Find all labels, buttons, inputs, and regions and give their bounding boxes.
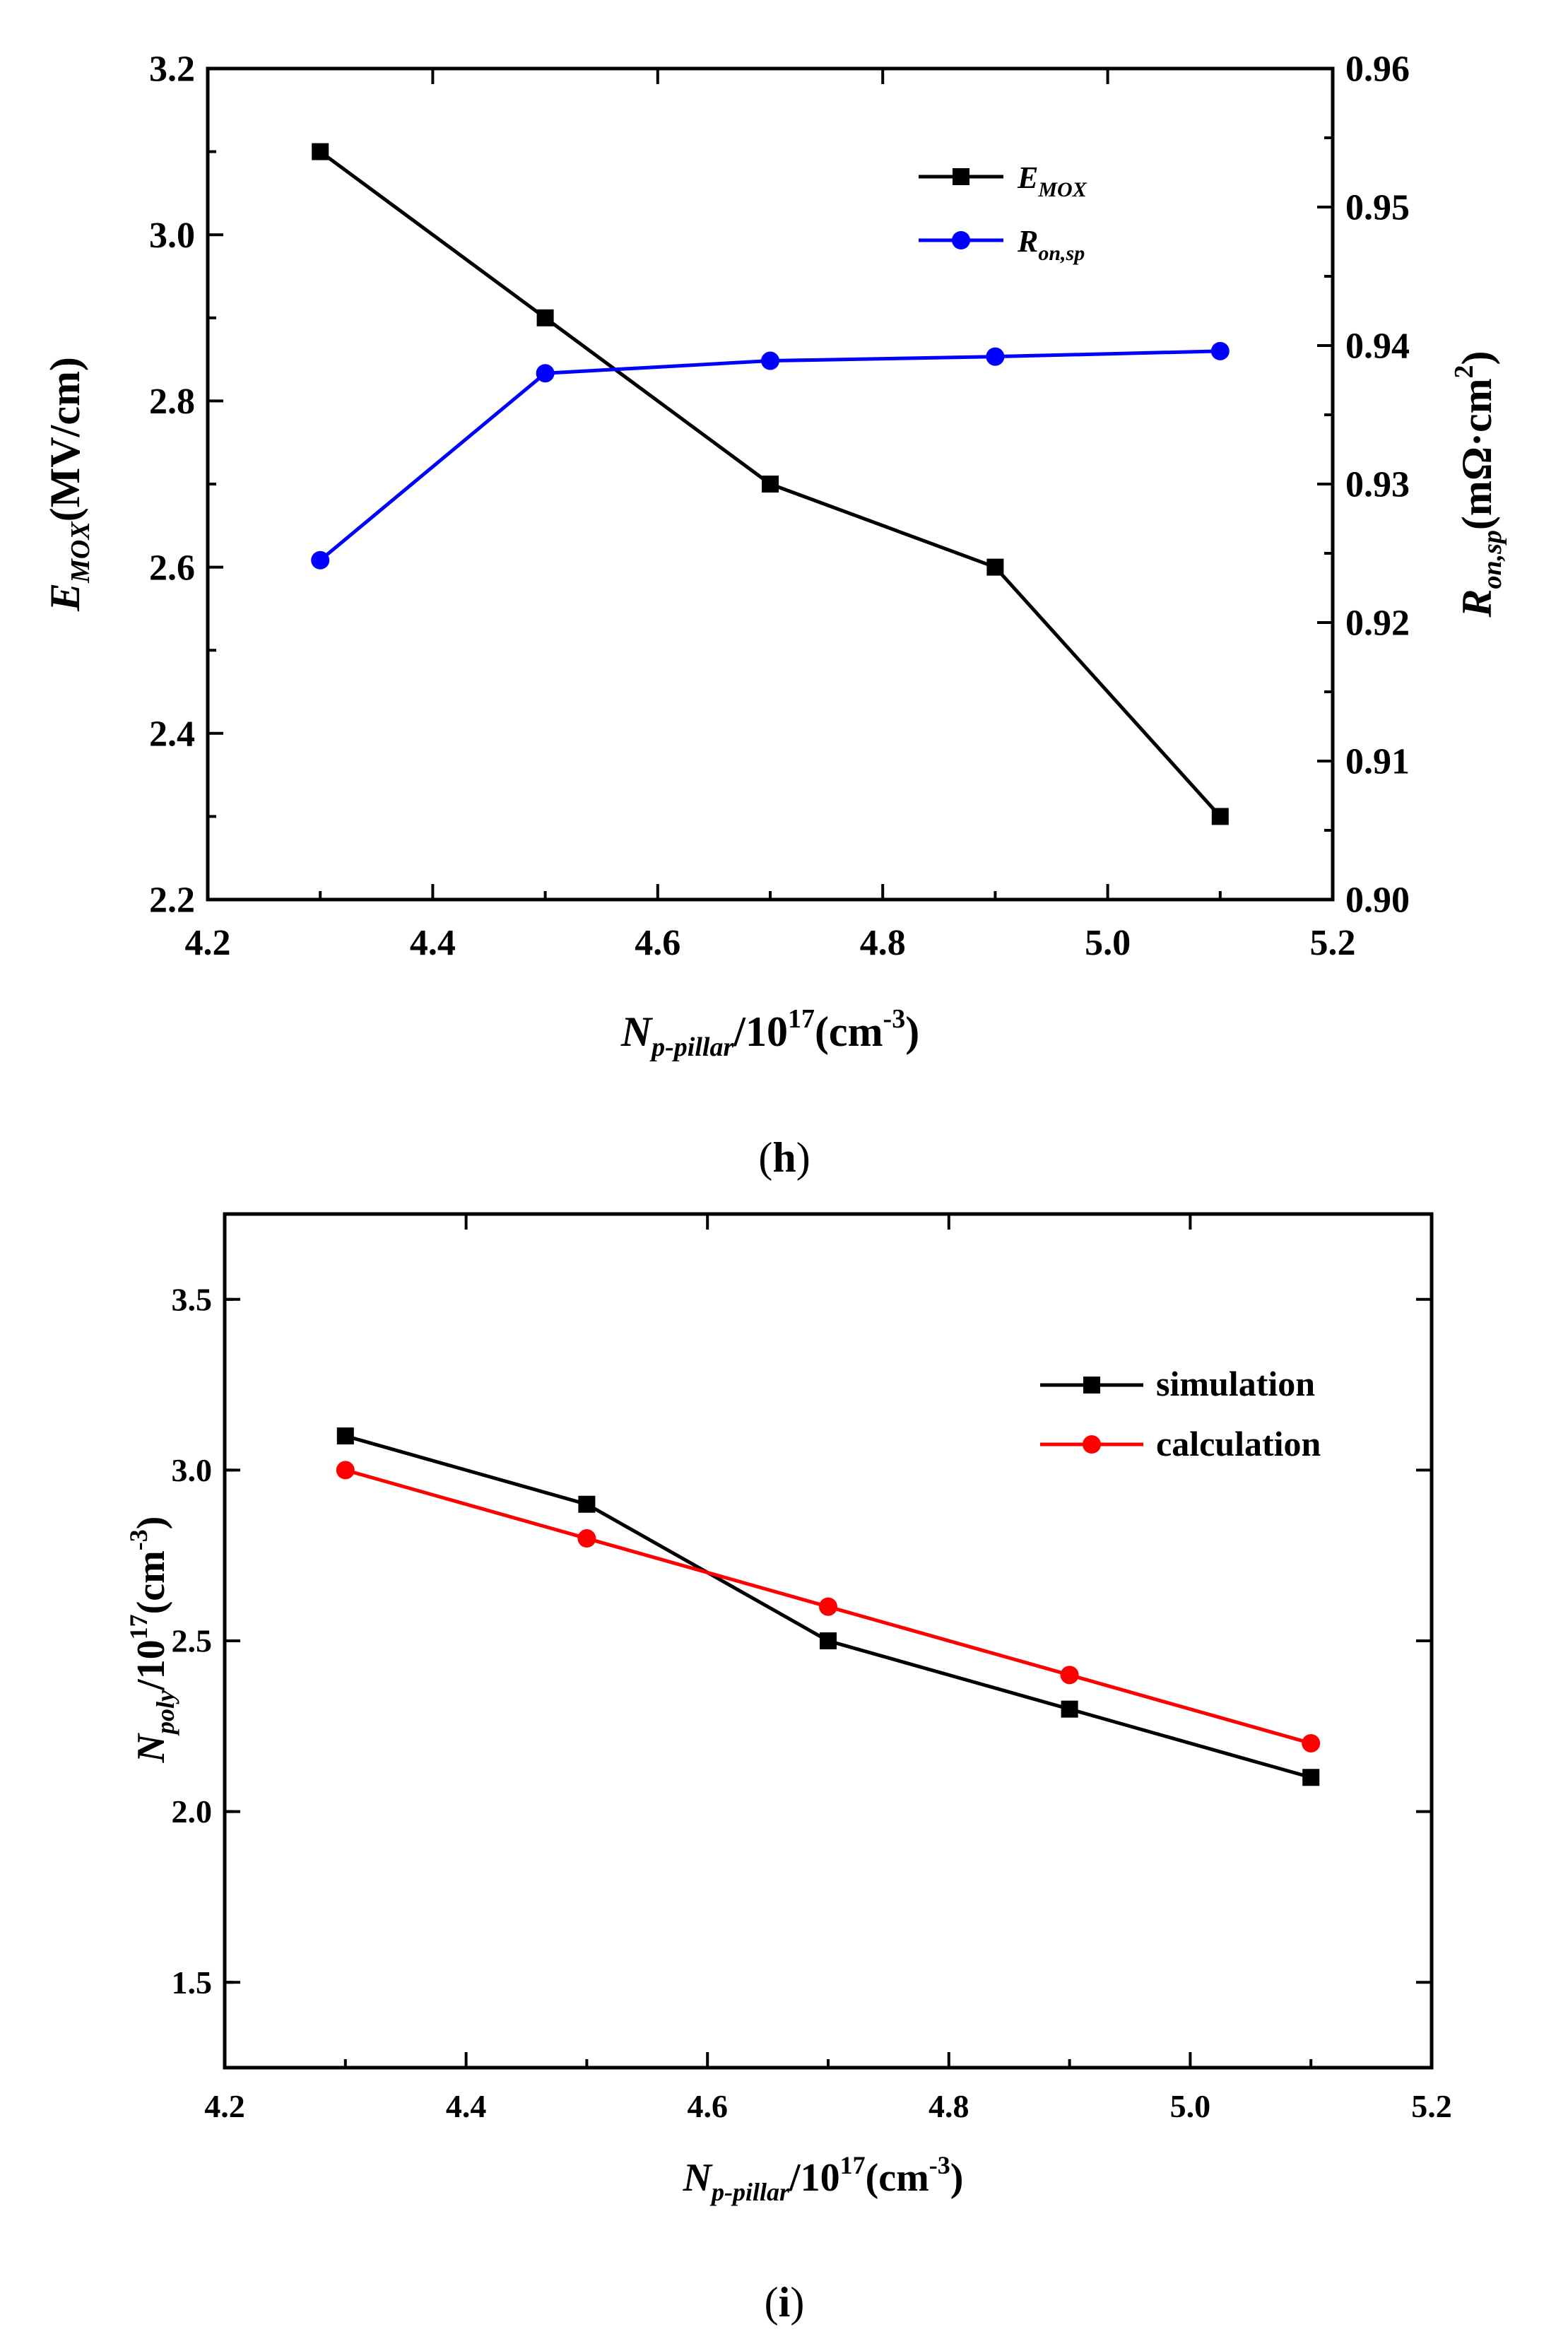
h-point-square [536, 309, 554, 326]
h-x-tick-label: 4.8 [860, 923, 906, 963]
h-x-tick-label: 5.0 [1085, 923, 1131, 963]
chart-h-y2-axis-label: Ron,sp(mΩ·cm2) [1449, 350, 1507, 618]
i-y-tick-label: 1.5 [172, 1964, 213, 2001]
h-y2-tick-label: 0.94 [1345, 326, 1410, 367]
h-point-circle [536, 364, 555, 383]
i-point-circle [1302, 1733, 1321, 1752]
i-point-square [578, 1495, 596, 1513]
chart-i-legend-label-calculation: calculation [1156, 1424, 1321, 1463]
chart-h-legend-label-emox: EMOX [1017, 160, 1087, 201]
h-y-tick-label: 2.2 [149, 880, 195, 921]
i-x-tick-label: 4.4 [446, 2088, 487, 2124]
i-point-circle [336, 1461, 355, 1480]
i-y-tick-label: 2.5 [172, 1623, 213, 1659]
h-x-tick-label: 5.2 [1310, 923, 1356, 963]
h-point-square [762, 476, 779, 493]
h-point-square [986, 558, 1004, 576]
i-y-tick-label: 3.0 [172, 1452, 213, 1488]
i-point-circle [577, 1529, 596, 1548]
h-y2-tick-label: 0.91 [1345, 742, 1410, 782]
h-series-line-1 [319, 349, 1220, 562]
h-point-square [1211, 808, 1229, 825]
chart-h-y-axis-label: EMOX(MV/cm) [42, 357, 95, 612]
chart-h-legend: EMOX Ron,sp [919, 160, 1087, 265]
h-point-circle [761, 351, 779, 370]
i-point-square [336, 1427, 354, 1445]
chart-i-y-axis-label: Npoly/1017(cm-3) [124, 1516, 179, 1764]
i-y-tick-label: 3.5 [172, 1281, 213, 1317]
h-y-tick-label: 2.4 [149, 714, 195, 754]
i-x-tick-label: 4.8 [929, 2088, 969, 2124]
i-point-square [1061, 1700, 1078, 1718]
h-y-tick-label: 2.6 [149, 548, 195, 588]
chart-h: 4.2 4.4 4.6 4.8 5.0 5.2 2.2 2.4 2.6 2.8 3.0 3.2 0.90… [42, 49, 1507, 1181]
chart-h-series-emox [312, 143, 1229, 825]
chart-i-legend: simulation calculation [1040, 1364, 1321, 1463]
chart-h-ticks [206, 67, 1334, 901]
h-y2-tick-label: 0.92 [1345, 603, 1410, 644]
i-y-tick-label: 2.0 [172, 1793, 213, 1830]
chart-h-x-axis-label: Np-pillar/1017(cm-3) [620, 1004, 919, 1062]
chart-i-legend-marker-calculation [1083, 1435, 1101, 1454]
i-point-circle [1060, 1666, 1079, 1685]
chart-h-series-ronsp [311, 341, 1230, 570]
h-x-tick-label: 4.4 [410, 923, 456, 963]
i-point-square [820, 1632, 837, 1649]
h-y2-tick-label: 0.93 [1345, 465, 1410, 505]
chart-i-panel-label: (i) [765, 2279, 805, 2326]
chart-h-panel-label: (h) [758, 1134, 810, 1181]
h-y-tick-label: 3.2 [149, 49, 195, 90]
h-point-square [312, 143, 329, 160]
h-point-circle [986, 347, 1005, 366]
i-x-tick-label: 4.6 [687, 2088, 728, 2124]
chart-i: 4.2 4.4 4.6 4.8 5.0 5.2 1.5 2.0 2.5 3.0 3.5 simula… [124, 1212, 1452, 2326]
chart-h-tick-labels: 4.2 4.4 4.6 4.8 5.0 5.2 2.2 2.4 2.6 2.8 3.0 3.2 0.90… [149, 49, 1410, 963]
h-point-circle [1210, 341, 1230, 360]
h-x-tick-label: 4.2 [185, 923, 231, 963]
chart-h-legend-marker-ronsp [952, 231, 970, 249]
i-point-square [1302, 1769, 1320, 1786]
h-point-circle [311, 550, 330, 570]
chart-h-legend-label-ronsp: Ron,sp [1017, 224, 1085, 265]
chart-h-legend-marker-emox [953, 168, 969, 185]
h-y2-tick-label: 0.90 [1345, 880, 1410, 921]
i-x-tick-label: 4.2 [204, 2088, 245, 2124]
chart-i-legend-marker-simulation [1083, 1377, 1100, 1394]
i-x-tick-label: 5.2 [1411, 2088, 1452, 2124]
chart-i-series-simulation [336, 1427, 1320, 1786]
h-y2-tick-label: 0.96 [1345, 49, 1410, 90]
chart-i-legend-label-simulation: simulation [1156, 1364, 1315, 1403]
i-point-circle [819, 1597, 837, 1616]
h-y-tick-label: 2.8 [149, 382, 195, 422]
i-x-tick-label: 5.0 [1170, 2088, 1211, 2124]
chart-i-x-axis-label: Np-pillar/1017(cm-3) [683, 2151, 964, 2206]
chart-i-tick-labels: 4.2 4.4 4.6 4.8 5.0 5.2 1.5 2.0 2.5 3.0 3.5 [172, 1281, 1452, 2124]
h-x-tick-label: 4.6 [635, 923, 680, 963]
h-y2-tick-label: 0.95 [1345, 188, 1410, 228]
chart-i-series-calculation [336, 1461, 1321, 1752]
h-y-tick-label: 3.0 [149, 216, 195, 256]
chart-i-ticks [223, 1214, 1433, 2068]
